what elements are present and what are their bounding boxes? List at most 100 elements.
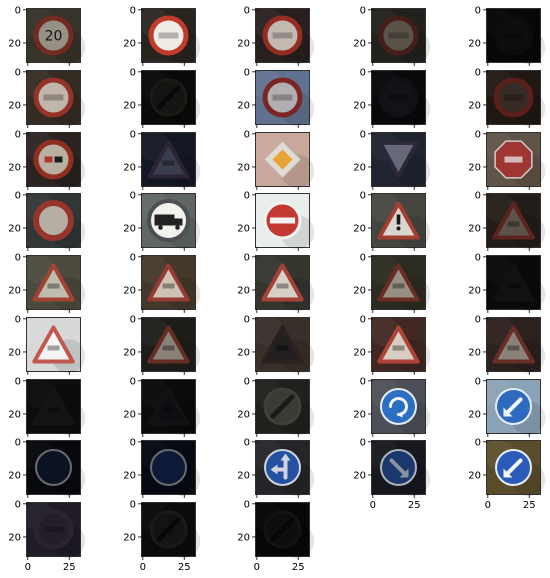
y-tick-label: 0 [475,190,481,201]
image-panel: 0 20 [123,252,201,313]
roundabout-arrowhead [396,411,403,418]
image-panel: 0 20 [353,67,431,128]
brightness-overlay [27,441,80,494]
image-panel: 0 20 [468,190,546,251]
image-panel: 0 20 [237,5,315,66]
y-tick-label: 20 [237,162,250,173]
y-tick-label: 0 [244,252,250,263]
warning-symbol [507,221,520,227]
y-tick-label: 20 [237,285,250,296]
speed-limit-inner-marking [272,32,293,39]
speed-limit-20-sign-icon [33,15,74,56]
speed-limit-inner-marking [272,94,293,101]
y-tick-label: 0 [130,314,136,325]
brightness-overlay [487,318,540,371]
caution-exclamation [396,214,401,225]
y-tick-label: 0 [15,499,21,510]
warning-symbol [276,345,289,351]
image-panel: 0 20 [353,314,431,375]
x-tick-label: 0 [140,562,146,573]
y-tick-label: 0 [360,190,366,201]
panel-frame [26,317,81,372]
y-tick-label: 20 [8,100,21,111]
y-tick-label: 20 [123,532,136,543]
panel-frame [486,317,541,372]
warning-symbol [47,345,60,351]
panel-frame [255,132,310,187]
y-tick-label: 20 [237,532,250,543]
panel-frame [255,193,310,248]
speed-limit-sign-icon [378,15,419,56]
speed-limit-sign-icon [262,77,303,118]
y-tick-label: 20 [123,38,136,49]
y-tick-label: 0 [360,5,366,16]
brightness-overlay [372,133,425,186]
image-panel: 0 20 [123,376,201,437]
image-panel: 0 20 [468,5,546,66]
no-vehicles-sign-icon [33,200,74,241]
image-panel: 0 20 [8,190,86,251]
image-panel: 0 20 [468,376,546,437]
y-tick-label: 20 [353,347,366,358]
speed-limit-inner-marking [158,32,179,39]
y-tick-label: 20 [468,347,481,358]
image-panel: 0 20 [8,252,86,313]
y-tick-label: 0 [244,5,250,16]
y-tick-label: 0 [475,129,481,140]
y-tick-label: 20 [8,470,21,481]
image-panel: 0 20 [237,252,315,313]
image-panel: 0 20 [468,314,546,375]
brightness-overlay [256,9,309,62]
y-tick-label: 20 [353,470,366,481]
y-tick-label: 20 [468,470,481,481]
x-tick-label: 25 [178,562,191,573]
brightness-overlay [487,71,540,124]
brightness-overlay [256,256,309,309]
image-panel: 0 20 [237,190,315,251]
brightness-overlay [372,71,425,124]
keep-left-arrow [505,397,523,415]
y-tick-label: 0 [360,314,366,325]
y-tick-label: 0 [15,437,21,448]
y-tick-label: 20 [468,223,481,234]
image-panel: 0 20 0 25 [353,437,431,511]
y-tick-label: 0 [244,499,250,510]
y-tick-label: 20 [123,409,136,420]
no-overtaking-car-left [44,156,53,163]
y-tick-label: 20 [468,162,481,173]
y-tick-label: 20 [237,347,250,358]
image-panel: 0 20 [353,129,431,190]
image-panel: 0 20 [237,129,315,190]
brightness-overlay [487,133,540,186]
y-tick-label: 20 [237,100,250,111]
brightness-overlay [372,194,425,247]
image-panel: 0 20 [237,376,315,437]
image-panel: 0 20 0 25 [468,437,546,511]
stop-text-mark [504,156,523,163]
y-tick-label: 20 [353,285,366,296]
brightness-overlay [256,380,309,433]
straight-arrowhead [280,453,291,461]
image-panel: 0 20 [468,129,546,190]
image-panel: 0 20 [8,437,86,498]
brightness-overlay [487,9,540,62]
y-tick-label: 0 [130,67,136,78]
x-tick-label: 0 [370,500,376,511]
panel-frame [26,132,81,187]
image-panel: 0 20 [123,437,201,498]
y-tick-label: 20 [123,347,136,358]
y-tick-label: 0 [130,437,136,448]
truck-body [154,214,175,226]
warning-triangle-sign-icon [377,263,420,302]
warning-triangle-sign-icon [147,325,190,364]
y-tick-label: 0 [475,437,481,448]
warning-symbol [47,283,60,289]
image-panel: 0 20 [123,129,201,190]
image-panel: 0 20 [237,314,315,375]
panel-frame [486,440,541,495]
y-tick-label: 0 [130,499,136,510]
speed-limit-sign-icon [33,509,74,550]
y-tick-label: 0 [475,252,481,263]
panel-frame [486,70,541,125]
